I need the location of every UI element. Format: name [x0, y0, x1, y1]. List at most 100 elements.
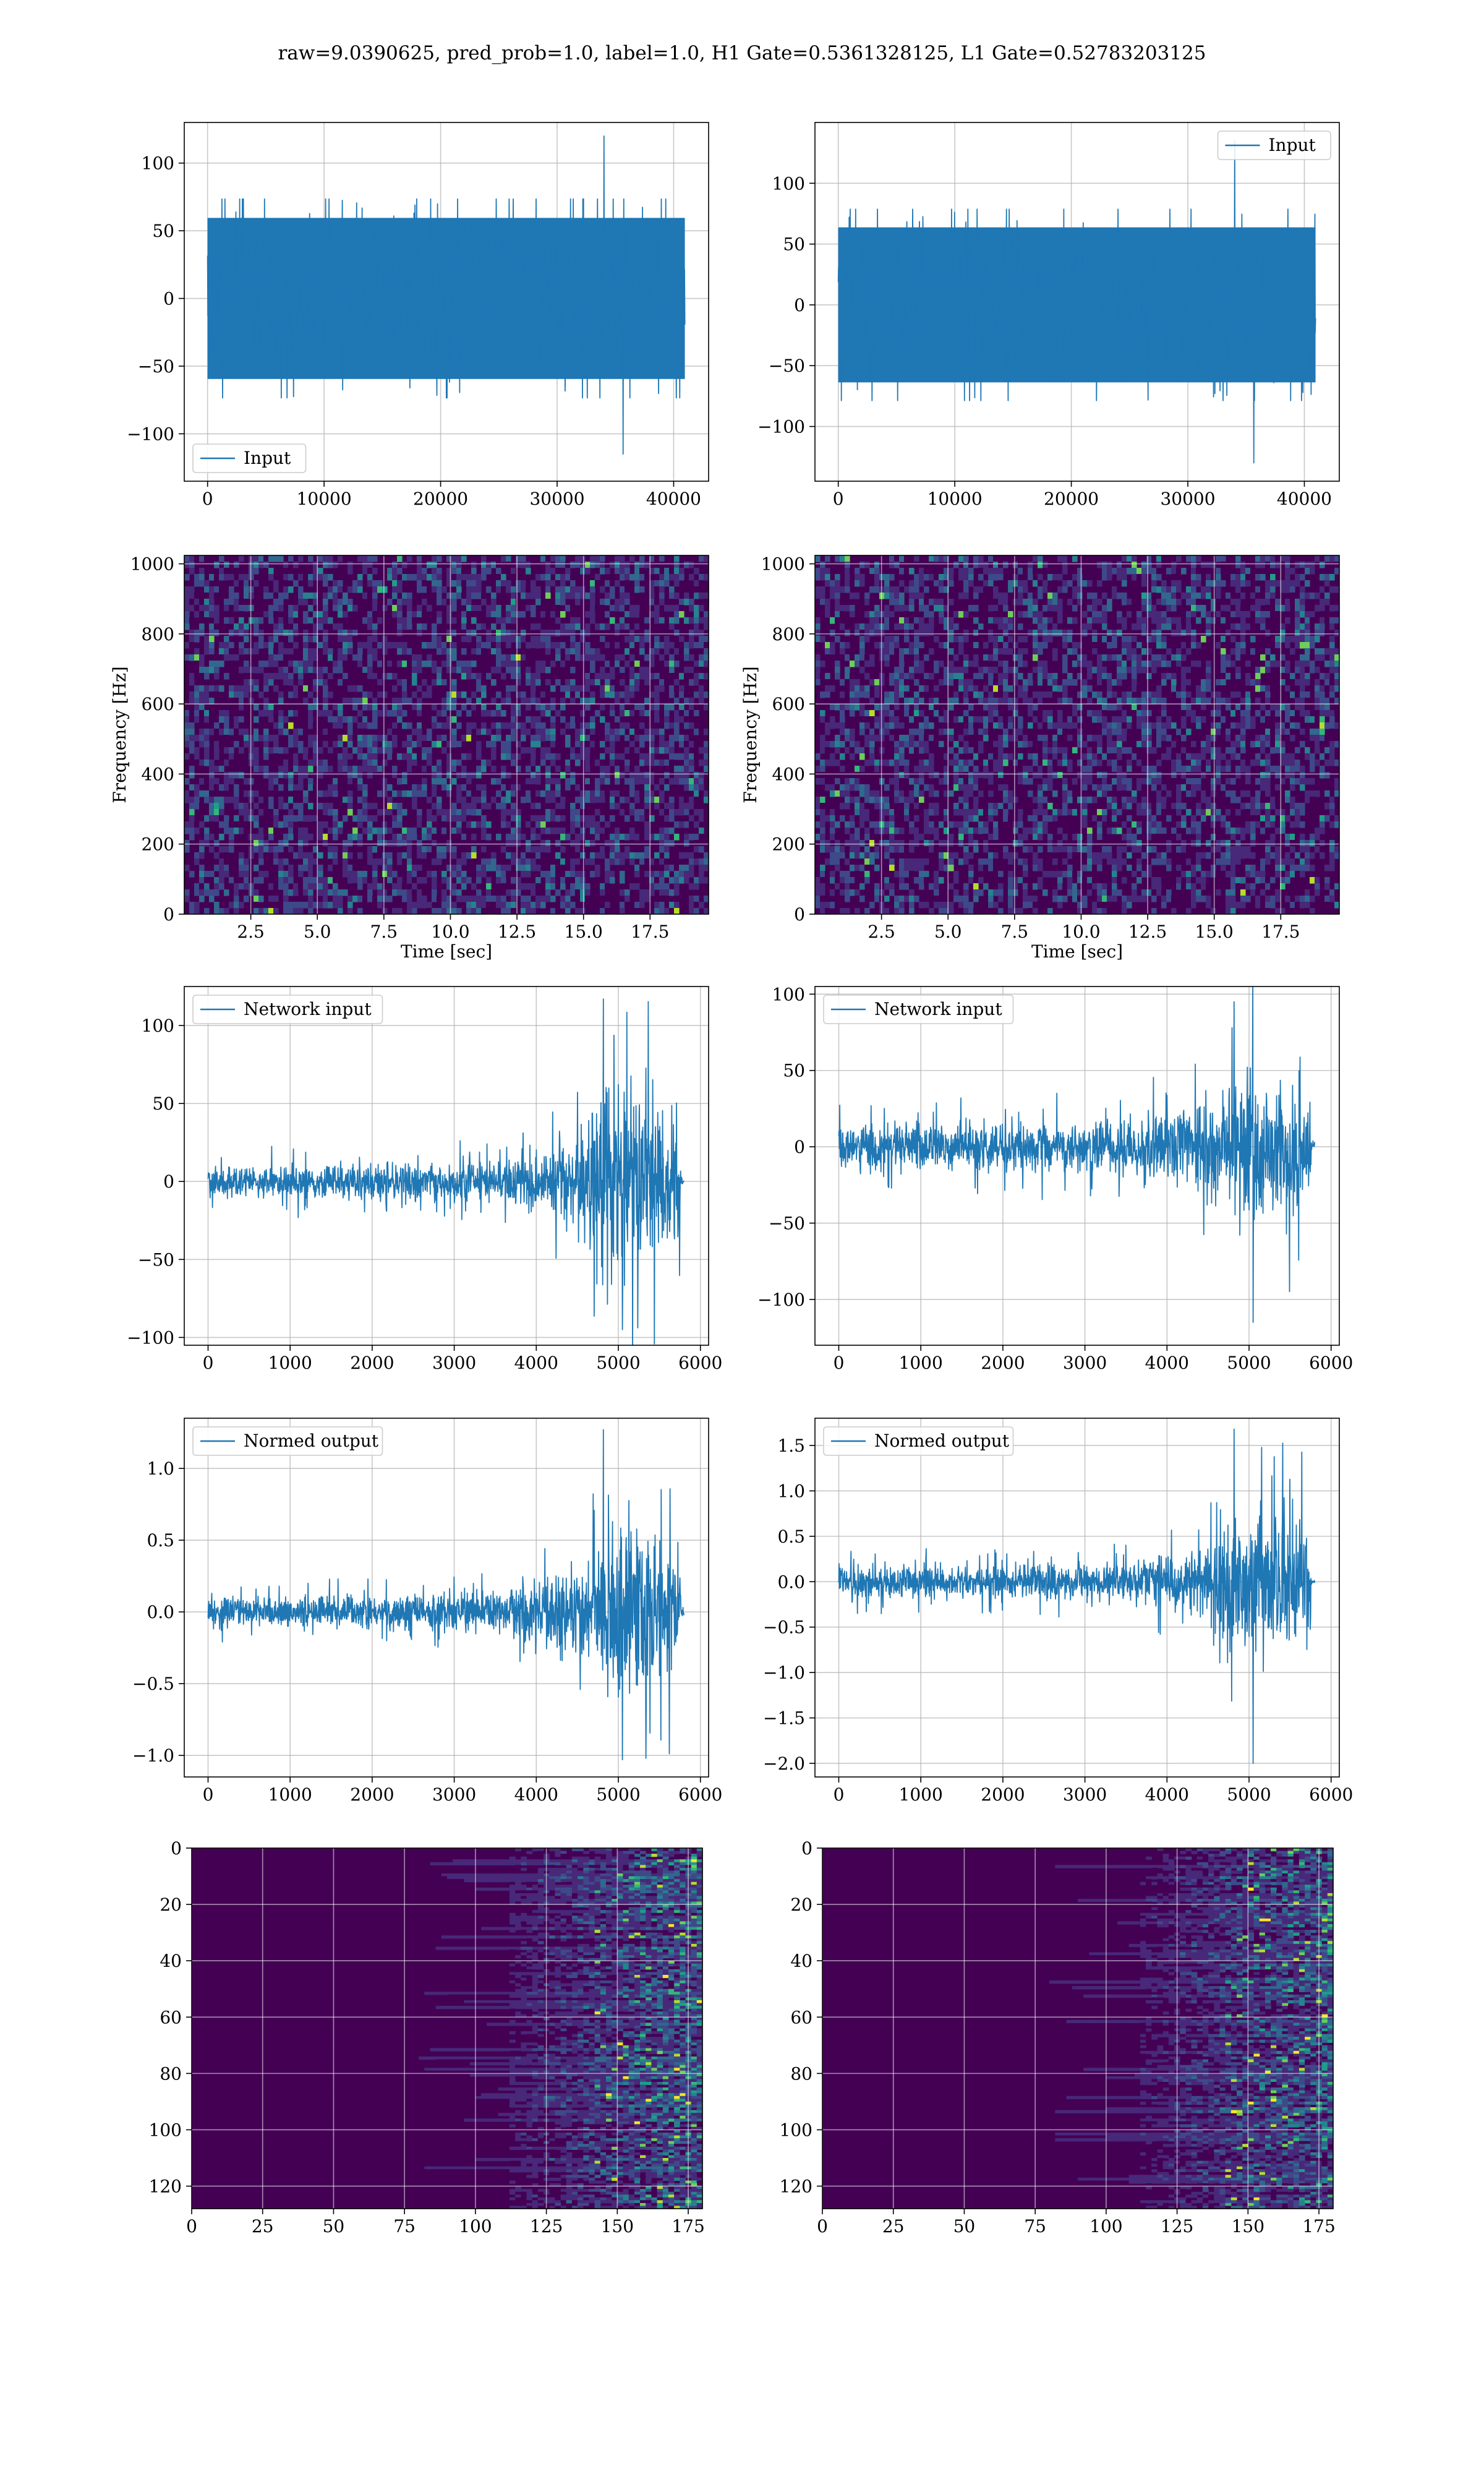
heatmap-cell: [526, 871, 531, 878]
heatmap-cell: [894, 729, 900, 735]
heatmap-cell: [674, 574, 680, 581]
heatmap-cell: [704, 654, 709, 661]
heatmap-cell: [382, 648, 388, 655]
heatmap-cell: [244, 673, 249, 680]
heatmap-cell: [422, 852, 427, 859]
heatmap-cell: [451, 852, 457, 859]
heatmap-cell: [516, 555, 521, 562]
heatmap-cell: [278, 654, 284, 661]
heatmap-cell: [815, 821, 821, 828]
heatmap-cell: [694, 679, 699, 686]
heatmap-cell: [629, 834, 635, 841]
heatmap-cell: [432, 698, 437, 704]
heatmap-cell: [580, 673, 586, 680]
heatmap-cell: [313, 586, 318, 593]
heatmap-cell: [343, 803, 348, 810]
heatmap-cell: [273, 735, 279, 742]
heatmap-cell: [501, 617, 506, 624]
heatmap-cell: [372, 685, 378, 692]
heatmap-cell: [674, 685, 680, 692]
heatmap-cell: [595, 797, 600, 803]
heatmap-cell: [417, 574, 422, 581]
heatmap-cell: [412, 790, 417, 797]
heatmap-cell: [501, 815, 506, 822]
heatmap-cell: [293, 710, 299, 717]
heatmap-cell: [634, 778, 640, 785]
heatmap-cell: [377, 630, 383, 636]
heatmap-cell: [919, 803, 924, 810]
heatmap-cell: [555, 593, 561, 599]
heatmap-cell: [318, 673, 323, 680]
heatmap-cell: [820, 685, 825, 692]
heatmap-cell: [224, 648, 229, 655]
heatmap-cell: [511, 729, 516, 735]
heatmap-cell: [850, 815, 855, 822]
heatmap-cell: [620, 809, 625, 816]
heatmap-cell: [387, 840, 393, 847]
heatmap-cell: [239, 698, 244, 704]
heatmap-cell: [850, 617, 855, 624]
heatmap-cell: [407, 865, 412, 871]
heatmap-cell: [446, 580, 452, 587]
heatmap-cell: [288, 797, 294, 803]
heatmap-cell: [293, 790, 299, 797]
heatmap-cell: [273, 852, 279, 859]
heatmap-cell: [684, 586, 689, 593]
heatmap-cell: [278, 593, 284, 599]
heatmap-cell: [629, 747, 635, 754]
heatmap-cell: [590, 790, 595, 797]
heatmap-cell: [446, 772, 452, 779]
heatmap-cell: [894, 710, 900, 717]
heatmap-cell: [620, 784, 625, 791]
heatmap-cell: [889, 617, 895, 624]
heatmap-cell: [859, 667, 865, 674]
heatmap-cell: [825, 685, 830, 692]
heatmap-cell: [590, 617, 595, 624]
heatmap-cell: [615, 630, 620, 636]
heatmap-cell: [328, 797, 333, 803]
heatmap-cell: [815, 883, 821, 890]
heatmap-cell: [491, 735, 497, 742]
heatmap-cell: [590, 648, 595, 655]
heatmap-cell: [377, 685, 383, 692]
heatmap-cell: [929, 784, 934, 791]
heatmap-cell: [451, 834, 457, 841]
heatmap-cell: [644, 790, 650, 797]
heatmap-cell: [625, 599, 630, 606]
heatmap-cell: [874, 883, 880, 890]
heatmap-cell: [397, 803, 403, 810]
heatmap-cell: [466, 834, 472, 841]
heatmap-cell: [934, 685, 939, 692]
heatmap-cell: [689, 784, 694, 791]
heatmap-cell: [899, 865, 905, 871]
heatmap-cell: [471, 821, 477, 828]
heatmap-cell: [189, 642, 195, 649]
heatmap-cell: [432, 741, 437, 748]
heatmap-cell: [644, 667, 650, 674]
heatmap-cell: [278, 821, 284, 828]
heatmap-cell: [531, 760, 536, 766]
heatmap-cell: [585, 698, 591, 704]
y-tick-label: 1000: [130, 554, 174, 575]
heatmap-cell: [298, 691, 304, 698]
heatmap-cell: [496, 778, 501, 785]
heatmap-cell: [318, 611, 323, 618]
heatmap-cell: [835, 778, 840, 785]
heatmap-cell: [422, 790, 427, 797]
heatmap-cell: [199, 889, 205, 896]
heatmap-cell: [919, 902, 924, 909]
heatmap-cell: [283, 902, 289, 909]
heatmap-cell: [649, 803, 655, 810]
heatmap-cell: [884, 654, 890, 661]
heatmap-cell: [644, 735, 650, 742]
heatmap-cell: [471, 593, 477, 599]
heatmap-cell: [634, 729, 640, 735]
heatmap-cell: [298, 852, 304, 859]
heatmap-cell: [674, 661, 680, 667]
heatmap-cell: [929, 846, 934, 853]
heatmap-cell: [565, 623, 571, 630]
heatmap-cell: [610, 673, 615, 680]
heatmap-cell: [328, 760, 333, 766]
heatmap-cell: [815, 889, 821, 896]
heatmap-cell: [615, 840, 620, 847]
